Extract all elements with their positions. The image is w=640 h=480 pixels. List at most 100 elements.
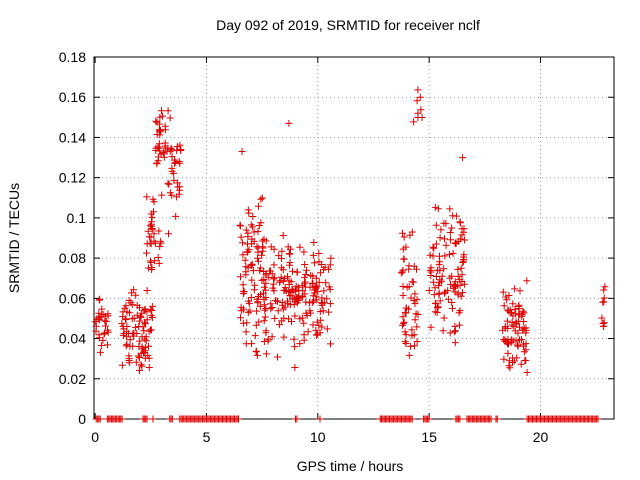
data-point: [448, 272, 456, 280]
data-point: [459, 154, 467, 162]
data-point: [95, 296, 103, 304]
data-point: [143, 249, 150, 257]
data-point: [123, 308, 131, 316]
data-point: [318, 294, 326, 302]
data-point: [293, 268, 301, 276]
data-point: [251, 332, 259, 340]
data-point: [280, 277, 288, 285]
data-point: [141, 335, 149, 343]
data-point: [164, 144, 172, 152]
data-point: [244, 308, 252, 316]
data-point: [325, 283, 333, 291]
data-point: [172, 158, 180, 166]
x-axis-label: GPS time / hours: [297, 458, 404, 474]
data-point: [244, 264, 252, 272]
data-point: [407, 342, 415, 350]
data-point: [308, 280, 316, 287]
data-point: [448, 299, 456, 306]
data-point: [326, 300, 334, 308]
data-point: [254, 254, 261, 262]
data-point: [143, 316, 151, 324]
data-point: [317, 269, 325, 277]
data-point: [440, 289, 448, 297]
data-point: [138, 362, 146, 370]
data-point: [257, 291, 264, 299]
data-point: [236, 221, 244, 229]
data-point: [98, 305, 106, 313]
data-point: [119, 331, 127, 339]
data-point: [135, 354, 143, 361]
data-point: [239, 281, 247, 289]
data-point: [240, 288, 248, 296]
data-point: [156, 128, 164, 136]
data-point: [132, 358, 140, 366]
x-tick-label: 20: [533, 429, 549, 445]
data-point: [523, 369, 531, 376]
data-point: [456, 321, 463, 329]
data-point: [413, 296, 421, 304]
data-point: [309, 321, 317, 329]
data-point: [128, 301, 136, 309]
data-point: [410, 331, 418, 339]
data-point: [418, 114, 426, 121]
data-point: [457, 264, 465, 272]
data-point: [458, 231, 466, 239]
data-point: [262, 279, 270, 287]
data-point: [520, 348, 528, 356]
data-point: [599, 298, 607, 306]
data-point: [248, 261, 256, 269]
data-point: [122, 302, 130, 310]
data-point: [285, 315, 292, 323]
data-point: [323, 325, 331, 333]
y-tick-label: 0.06: [59, 290, 86, 306]
data-point: [289, 267, 296, 275]
data-point: [301, 261, 309, 268]
data-point: [150, 230, 158, 238]
grid: [94, 57, 614, 419]
data-point: [456, 276, 464, 284]
data-point: [268, 333, 276, 341]
data-point: [141, 354, 149, 362]
data-point: [267, 243, 275, 251]
data-point: [258, 251, 266, 259]
data-point: [156, 113, 164, 121]
x-tick-label: 10: [310, 429, 326, 445]
data-point: [306, 307, 314, 315]
data-point: [512, 337, 520, 345]
data-point: [460, 251, 468, 259]
data-point: [242, 268, 250, 276]
data-point: [327, 254, 335, 262]
data-point: [499, 288, 507, 296]
data-point: [95, 334, 103, 342]
data-point: [259, 247, 267, 255]
data-point: [155, 144, 163, 152]
data-point: [447, 236, 454, 244]
data-point: [102, 318, 110, 325]
data-point: [100, 330, 108, 338]
data-point: [440, 265, 448, 273]
data-point: [452, 212, 460, 220]
data-point: [244, 248, 252, 256]
data-point: [125, 357, 133, 364]
data-point: [326, 261, 334, 269]
data-point: [172, 212, 180, 220]
data-point: [510, 357, 518, 365]
data-point: [254, 227, 262, 235]
data-point: [118, 320, 126, 328]
data-point: [507, 339, 515, 346]
data-point: [456, 235, 464, 243]
data-point: [243, 248, 251, 256]
data-point: [150, 198, 158, 206]
data-point: [440, 219, 448, 227]
data-point: [292, 282, 300, 290]
data-point: [431, 299, 439, 307]
data-point: [600, 286, 608, 294]
data-point: [517, 360, 525, 368]
data-point: [459, 289, 466, 297]
data-point: [291, 312, 299, 320]
data-point: [253, 295, 261, 303]
data-point: [143, 193, 151, 201]
data-point: [262, 327, 270, 335]
data-point: [411, 300, 419, 308]
data-point: [120, 325, 128, 333]
